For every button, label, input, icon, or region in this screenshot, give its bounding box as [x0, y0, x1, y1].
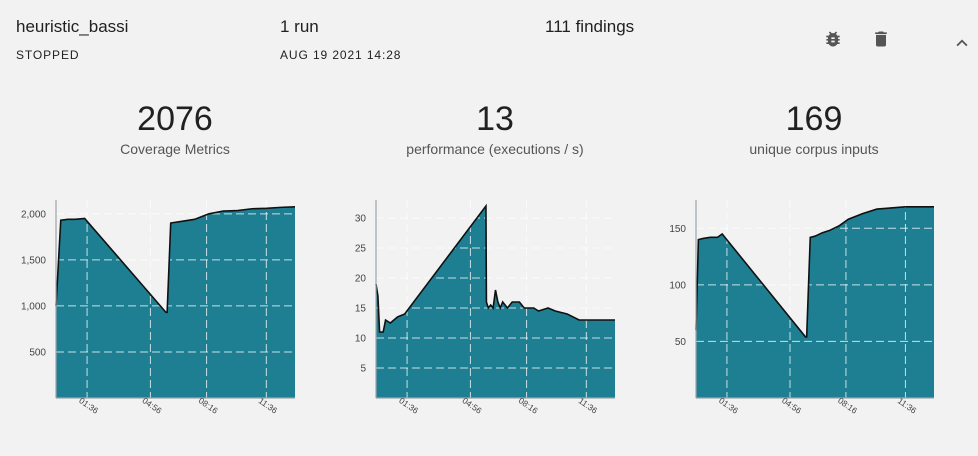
series-line — [55, 206, 296, 314]
y-tick-label: 1,000 — [21, 301, 46, 312]
series-line — [695, 205, 934, 338]
metric-performance: 13 performance (executions / s) — [345, 100, 645, 157]
trash-icon — [875, 31, 887, 47]
y-tick-label: 2,000 — [21, 209, 46, 220]
series-area — [56, 206, 295, 398]
performance-chart: 5 10 15 20 25 30 01:36 04:56 08:16 11:36 — [320, 190, 630, 456]
experiment-header: heuristic_bassi STOPPED 1 run AUG 19 202… — [0, 0, 978, 80]
y-tick-label: 30 — [355, 214, 367, 225]
run-date: AUG 19 2021 14:28 — [280, 48, 402, 62]
y-tick-label: 1,500 — [21, 255, 46, 266]
metric-label: Coverage Metrics — [120, 141, 230, 157]
y-tick-label: 5 — [360, 364, 366, 375]
y-tick-label: 20 — [355, 274, 367, 285]
run-count: 1 run — [280, 17, 319, 36]
findings-count[interactable]: 111 findings — [545, 17, 635, 36]
experiment-name: heuristic_bassi — [16, 17, 129, 36]
y-tick-label: 500 — [29, 347, 46, 358]
collapse-button[interactable] — [948, 29, 976, 57]
coverage-chart: 500 1,000 1,500 2,000 01:36 04:56 08:16 11:36 — [0, 190, 310, 456]
chevron-up-icon — [956, 39, 968, 47]
metric-label: unique corpus inputs — [749, 141, 879, 157]
y-tick-label: 15 — [355, 304, 367, 315]
y-tick-label: 10 — [355, 334, 367, 345]
bug-icon — [826, 31, 840, 47]
metric-value: 169 — [785, 100, 843, 138]
metric-label: performance (executions / s) — [406, 141, 584, 157]
y-tick-label: 50 — [675, 337, 687, 348]
status-badge: STOPPED — [16, 48, 80, 62]
metric-corpus: 169 unique corpus inputs — [664, 100, 964, 157]
series-area — [376, 206, 615, 398]
metric-value: 2076 — [137, 100, 213, 138]
metric-coverage: 2076 Coverage Metrics — [25, 100, 325, 157]
y-tick-label: 25 — [355, 244, 367, 255]
bug-button[interactable] — [819, 25, 847, 53]
series-line — [375, 203, 615, 333]
metric-value: 13 — [476, 100, 514, 138]
corpus-chart: 50 100 150 01:36 04:56 08:16 11:36 — [640, 190, 950, 456]
delete-button[interactable] — [867, 25, 895, 53]
y-tick-label: 150 — [669, 224, 686, 235]
y-tick-label: 100 — [669, 280, 686, 291]
series-area — [696, 206, 934, 398]
